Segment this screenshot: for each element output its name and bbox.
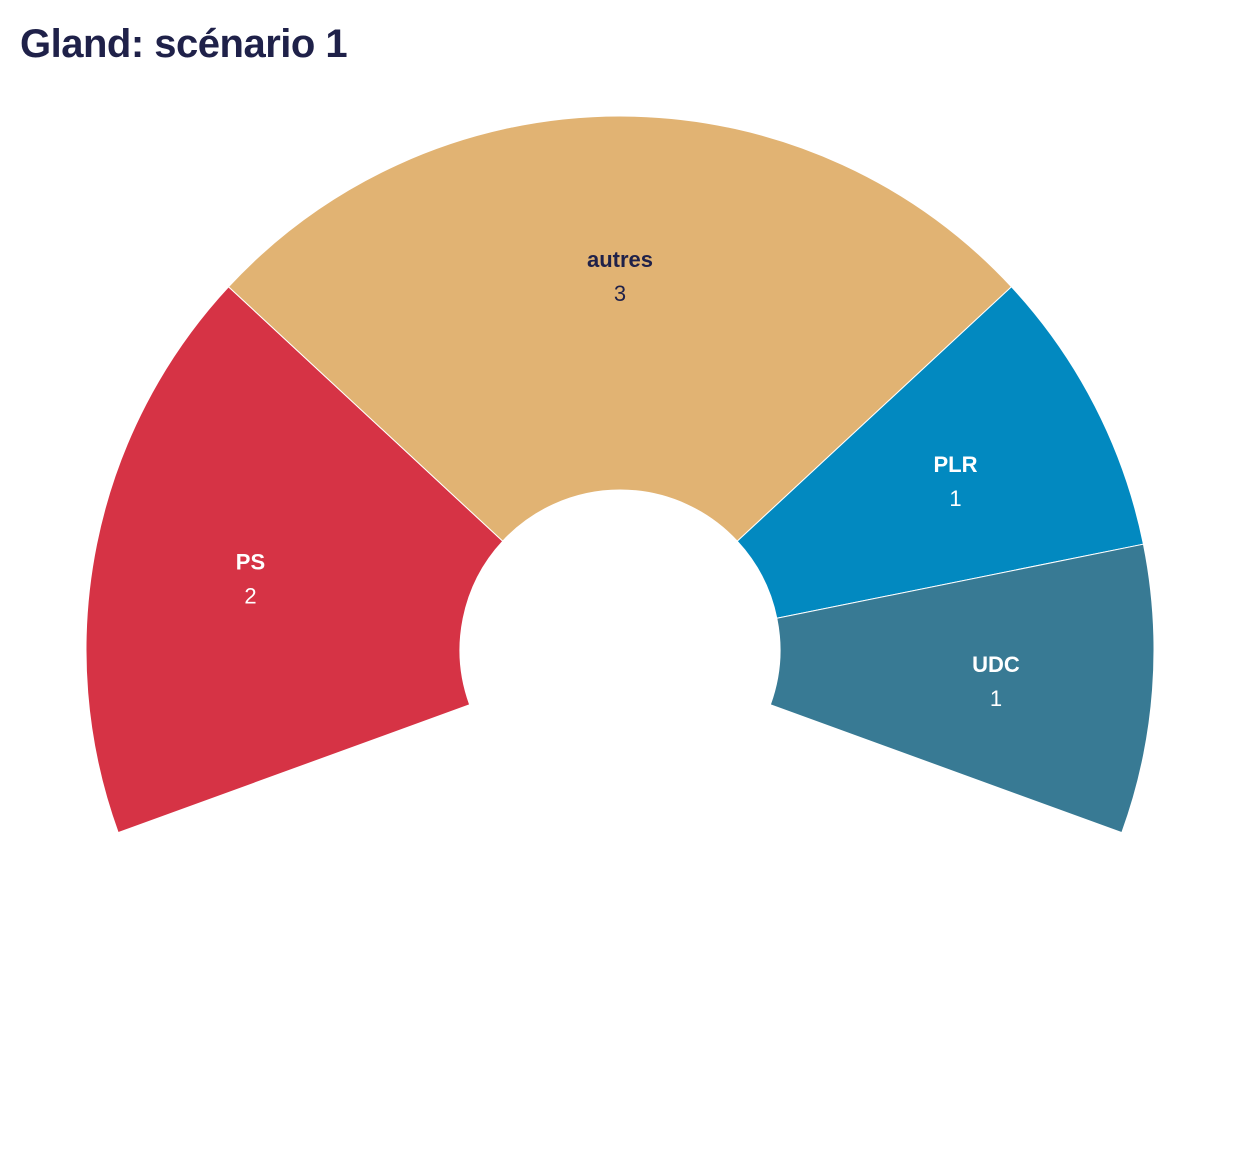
segment-label-ps: PS — [236, 549, 265, 574]
segment-value-plr: 1 — [949, 486, 961, 511]
segment-value-udc: 1 — [990, 686, 1002, 711]
arc-segment-plr — [736, 286, 1144, 619]
segment-value-ps: 2 — [244, 583, 256, 608]
arc-segment-autres — [227, 115, 1013, 542]
arc-segment-ps — [85, 286, 504, 834]
arc-segment-udc — [769, 543, 1155, 834]
segment-label-autres: autres — [587, 247, 653, 272]
chart-title: Gland: scénario 1 — [20, 22, 348, 66]
segment-label-udc: UDC — [972, 652, 1020, 677]
segment-value-autres: 3 — [614, 281, 626, 306]
segment-label-plr: PLR — [933, 452, 977, 477]
